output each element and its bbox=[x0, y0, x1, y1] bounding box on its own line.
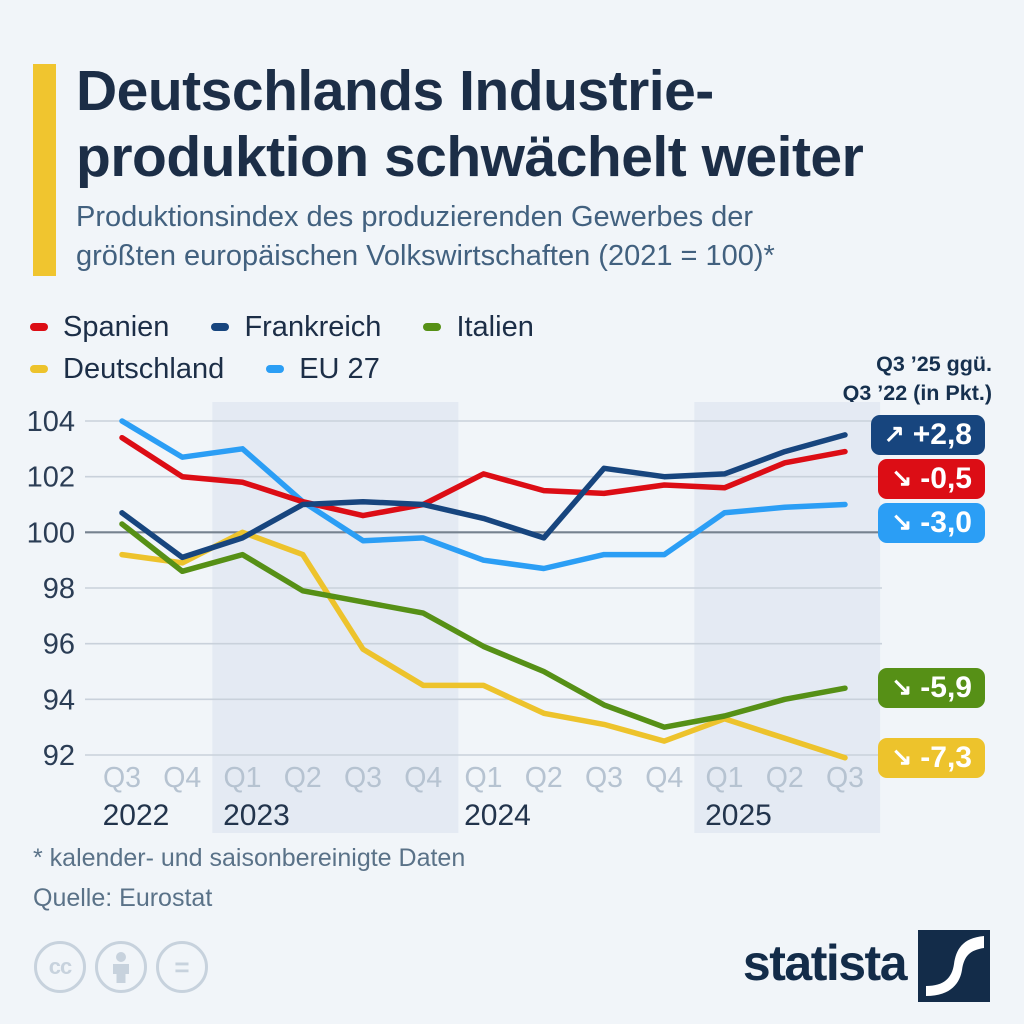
x-quarter-label-2: Q1 bbox=[223, 762, 261, 794]
x-year-label-2025: 2025 bbox=[705, 799, 772, 832]
x-quarter-label-6: Q1 bbox=[464, 762, 502, 794]
page-title: Deutschlands Industrie- produktion schwä… bbox=[76, 58, 1006, 190]
title-line-1: Deutschlands Industrie- bbox=[76, 59, 714, 123]
x-quarter-label-8: Q3 bbox=[585, 762, 623, 794]
legend-item-eu27: EU 27 bbox=[266, 353, 380, 386]
y-tick-label-104: 104 bbox=[27, 406, 75, 438]
license-icons: cc = bbox=[34, 941, 217, 993]
legend-item-spanien: Spanien bbox=[30, 311, 169, 344]
series-line-spanien bbox=[119, 434, 848, 519]
cc-nd-label: = bbox=[174, 951, 190, 982]
change-badge-frankreich: ↗ +2,8 bbox=[870, 414, 985, 455]
person-glyph bbox=[113, 952, 129, 983]
x-quarter-label-1: Q4 bbox=[163, 762, 201, 794]
y-tick-label-102: 102 bbox=[27, 462, 75, 494]
cc-nd-icon[interactable]: = bbox=[156, 941, 208, 993]
footnote-data-note: * kalender- und saisonbereinigte Daten bbox=[33, 844, 466, 872]
legend-item-italien: Italien bbox=[423, 310, 534, 344]
series-line-frankreich bbox=[119, 432, 848, 561]
arrow-down-right-icon: ↘ bbox=[891, 673, 913, 702]
x-quarter-label-7: Q2 bbox=[525, 762, 563, 794]
x-quarter-label-9: Q4 bbox=[645, 762, 683, 794]
arrow-up-right-icon: ↗ bbox=[883, 419, 905, 448]
change-badge-value: -3,0 bbox=[920, 505, 972, 539]
legend-row-2: Deutschland EU 27 bbox=[30, 348, 576, 390]
legend-item-frankreich: Frankreich bbox=[211, 311, 381, 344]
y-tick-label-92: 92 bbox=[43, 740, 75, 772]
change-badge-value: -5,9 bbox=[920, 671, 972, 705]
legend-swatch-spanien bbox=[30, 323, 48, 331]
x-quarter-label-4: Q3 bbox=[344, 762, 382, 794]
cc-attribution-person-icon[interactable] bbox=[95, 941, 147, 993]
x-year-label-2024: 2024 bbox=[464, 799, 531, 832]
series-line-deutschland bbox=[119, 529, 848, 761]
arrow-down-right-icon: ↘ bbox=[891, 742, 913, 771]
statista-wordmark: statista bbox=[742, 935, 908, 991]
change-badge-value: -0,5 bbox=[920, 461, 972, 495]
title-line-2: produktion schwächelt weiter bbox=[76, 125, 864, 189]
y-tick-label-96: 96 bbox=[43, 629, 75, 661]
legend-swatch-eu27 bbox=[266, 365, 285, 373]
comparison-annotation: Q3 ’25 ggü. Q3 ’22 (in Pkt.) bbox=[843, 350, 992, 408]
legend-swatch-deutschland bbox=[30, 365, 48, 373]
annotation-line-2: Q3 ’22 (in Pkt.) bbox=[842, 381, 992, 405]
arrow-down-right-icon: ↘ bbox=[891, 507, 913, 536]
legend: Spanien Frankreich Italien Deutschland E… bbox=[30, 306, 576, 390]
y-tick-label-94: 94 bbox=[43, 684, 75, 716]
x-year-label-2022: 2022 bbox=[103, 799, 170, 832]
statista-branding[interactable]: statista bbox=[743, 930, 990, 1002]
legend-label-deutschland: Deutschland bbox=[63, 352, 225, 385]
annotation-line-1: Q3 ’25 ggü. bbox=[876, 352, 992, 376]
x-quarter-label-11: Q2 bbox=[766, 762, 804, 794]
year-shaded-band-0 bbox=[212, 402, 459, 833]
change-badge-spanien: ↘ -0,5 bbox=[878, 458, 985, 499]
legend-swatch-italien bbox=[423, 323, 442, 331]
legend-label-eu27: EU 27 bbox=[299, 352, 380, 385]
change-badge-italien: ↘ -5,9 bbox=[878, 668, 985, 709]
cc-license-icon[interactable]: cc bbox=[34, 941, 86, 993]
subtitle-line-1: Produktionsindex des produzierenden Gewe… bbox=[76, 201, 754, 233]
page-subtitle: Produktionsindex des produzierenden Gewe… bbox=[76, 198, 976, 276]
series-line-italien bbox=[119, 521, 848, 730]
y-tick-label-100: 100 bbox=[27, 517, 75, 549]
legend-label-spanien: Spanien bbox=[63, 310, 170, 343]
legend-label-italien: Italien bbox=[456, 310, 534, 343]
legend-row-1: Spanien Frankreich Italien bbox=[30, 306, 576, 348]
legend-swatch-frankreich bbox=[211, 323, 230, 331]
legend-label-frankreich: Frankreich bbox=[244, 310, 382, 343]
y-tick-label-98: 98 bbox=[43, 573, 75, 605]
cc-license-label: cc bbox=[48, 954, 73, 979]
subtitle-line-2: größten europäischen Volkswirtschaften (… bbox=[76, 240, 775, 272]
x-quarter-label-12: Q3 bbox=[826, 762, 864, 794]
x-quarter-label-3: Q2 bbox=[284, 762, 322, 794]
change-badge-eu-27: ↘ -3,0 bbox=[878, 502, 985, 543]
title-accent-bar bbox=[33, 64, 56, 276]
arrow-down-right-icon: ↘ bbox=[891, 463, 913, 492]
footnote-source: Quelle: Eurostat bbox=[33, 884, 213, 912]
x-quarter-label-5: Q4 bbox=[404, 762, 442, 794]
series-line-eu-27 bbox=[119, 418, 848, 572]
x-quarter-label-10: Q1 bbox=[705, 762, 743, 794]
change-badge-deutschland: ↘ -7,3 bbox=[878, 737, 985, 778]
statista-logo-icon bbox=[918, 930, 990, 1002]
x-year-label-2023: 2023 bbox=[223, 799, 290, 832]
x-quarter-label-0: Q3 bbox=[103, 762, 141, 794]
legend-item-deutschland: Deutschland bbox=[30, 353, 224, 386]
change-badge-value: -7,3 bbox=[920, 740, 972, 774]
change-badge-value: +2,8 bbox=[912, 417, 972, 451]
